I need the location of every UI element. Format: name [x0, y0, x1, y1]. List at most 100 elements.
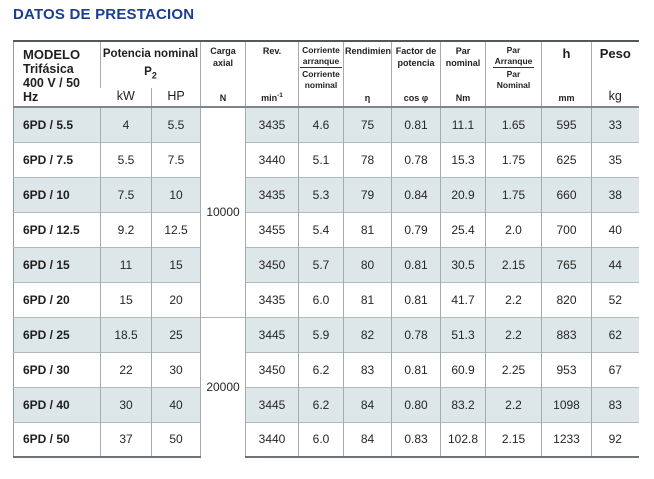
unit-hp: HP — [151, 87, 201, 109]
table-cell: 25 — [151, 316, 201, 352]
table-cell: 0.81 — [391, 351, 441, 387]
table-cell: 953 — [541, 351, 592, 387]
table-row: 6PD / 50 37 50 3440 6.0 84 0.83 102.8 2.… — [13, 421, 639, 458]
table-cell: 44 — [591, 246, 639, 282]
table-cell: 25.4 — [440, 211, 486, 247]
table-cell: 0.81 — [391, 281, 441, 317]
model-cell: 6PD / 20 — [13, 281, 101, 317]
p2-label: P2 — [144, 65, 157, 81]
corriente-nominal-label: Corriente nominal — [302, 69, 340, 90]
table-cell: 20.9 — [440, 176, 486, 212]
table-cell: 6.2 — [298, 351, 344, 387]
table-cell: 1.65 — [485, 106, 542, 142]
table-cell: 11.1 — [440, 106, 486, 142]
table-cell: 2.15 — [485, 246, 542, 282]
table-cell: 6.2 — [298, 386, 344, 422]
table-cell: 78 — [343, 141, 392, 177]
table-cell: 1.75 — [485, 176, 542, 212]
table-cell: 5.3 — [298, 176, 344, 212]
table-cell: 3445 — [245, 386, 299, 422]
corriente-arranque-label: Corriente arranque — [300, 45, 342, 69]
table-cell: 30.5 — [440, 246, 486, 282]
table-cell: 22 — [100, 351, 152, 387]
table-cell: 6.0 — [298, 281, 344, 317]
par-nominal-ratio-label: Par Nominal — [496, 69, 531, 90]
unit-kg: kg — [591, 87, 639, 109]
table-cell: 38 — [591, 176, 639, 212]
table-cell: 67 — [591, 351, 639, 387]
table-row: 6PD / 30 22 30 3450 6.2 83 0.81 60.9 2.2… — [13, 351, 639, 387]
table-cell: 0.80 — [391, 386, 441, 422]
col-header-rendimiento: Rendimiento — [343, 41, 392, 88]
model-cell: 6PD / 25 — [13, 316, 101, 352]
table-cell: 1233 — [541, 421, 592, 458]
page-title: DATOS DE PRESTACION — [13, 6, 195, 23]
table-cell: 3440 — [245, 421, 299, 458]
table-row: 6PD / 12.5 9.2 12.5 3455 5.4 81 0.79 25.… — [13, 211, 639, 247]
table-cell: 2.2 — [485, 281, 542, 317]
table-cell: 35 — [591, 141, 639, 177]
table-cell: 3440 — [245, 141, 299, 177]
table-cell: 2.2 — [485, 386, 542, 422]
table-cell: 102.8 — [440, 421, 486, 458]
model-cell: 6PD / 7.5 — [13, 141, 101, 177]
header-row-units: kW HP N min-1 η cos φ Nm mm kg — [14, 87, 639, 109]
table-cell: 30 — [151, 351, 201, 387]
table-row: 6PD / 40 30 40 3445 6.2 84 0.80 83.2 2.2… — [13, 386, 639, 422]
table-cell: 84 — [343, 421, 392, 458]
table-cell: 0.78 — [391, 141, 441, 177]
table-cell: 7.5 — [100, 176, 152, 212]
table-cell: 5.9 — [298, 316, 344, 352]
unit-nm: Nm — [440, 87, 486, 109]
table-cell: 0.81 — [391, 246, 441, 282]
table-cell: 3435 — [245, 106, 299, 142]
table-cell: 15.3 — [440, 141, 486, 177]
table-cell: 12.5 — [151, 211, 201, 247]
table-header: MODELO Trifásica 400 V / 50 Hz Potencia … — [13, 41, 639, 109]
unit-cos-phi: cos φ — [391, 87, 441, 109]
model-cell: 6PD / 5.5 — [13, 106, 101, 142]
table-cell: 660 — [541, 176, 592, 212]
table-cell: 6.0 — [298, 421, 344, 458]
table-cell: 37 — [100, 421, 152, 458]
unit-eta: η — [343, 87, 392, 109]
model-cell: 6PD / 50 — [13, 421, 101, 458]
table-cell: 41.7 — [440, 281, 486, 317]
table-cell: 5.1 — [298, 141, 344, 177]
table-cell: 40 — [151, 386, 201, 422]
table-cell: 3435 — [245, 281, 299, 317]
table-cell: 2.25 — [485, 351, 542, 387]
potencia-nominal-label: Potencia nominal — [102, 48, 199, 60]
table-cell: 4.6 — [298, 106, 344, 142]
table-cell: 82 — [343, 316, 392, 352]
table-cell: 3445 — [245, 316, 299, 352]
table-cell: 0.84 — [391, 176, 441, 212]
trifasica-label: Trifásica — [23, 62, 74, 76]
unit-kw: kW — [100, 87, 152, 109]
table-cell: 820 — [541, 281, 592, 317]
table-cell: 5.7 — [298, 246, 344, 282]
carga-axial-group-cell: 10000 — [200, 106, 246, 317]
table-cell: 2.0 — [485, 211, 542, 247]
table-cell: 0.79 — [391, 211, 441, 247]
table-cell: 2.2 — [485, 316, 542, 352]
table-cell: 50 — [151, 421, 201, 458]
voltage-freq-label: 400 V / 50 Hz — [23, 76, 80, 104]
table-cell: 9.2 — [100, 211, 152, 247]
table-cell: 60.9 — [440, 351, 486, 387]
table-cell: 15 — [151, 246, 201, 282]
unit-n: N — [200, 87, 246, 109]
col-header-h: h — [541, 41, 592, 88]
table-cell: 700 — [541, 211, 592, 247]
table-row: 6PD / 20 15 20 3435 6.0 81 0.81 41.7 2.2… — [13, 281, 639, 317]
table-cell: 80 — [343, 246, 392, 282]
table-cell: 20 — [151, 281, 201, 317]
table-cell: 18.5 — [100, 316, 152, 352]
col-header-factor-potencia: Factor de potencia — [391, 41, 441, 88]
table-cell: 92 — [591, 421, 639, 458]
performance-table: MODELO Trifásica 400 V / 50 Hz Potencia … — [13, 40, 639, 458]
table-cell: 52 — [591, 281, 639, 317]
table-cell: 11 — [100, 246, 152, 282]
table-row: 6PD / 15 11 15 3450 5.7 80 0.81 30.5 2.1… — [13, 246, 639, 282]
table-cell: 33 — [591, 106, 639, 142]
